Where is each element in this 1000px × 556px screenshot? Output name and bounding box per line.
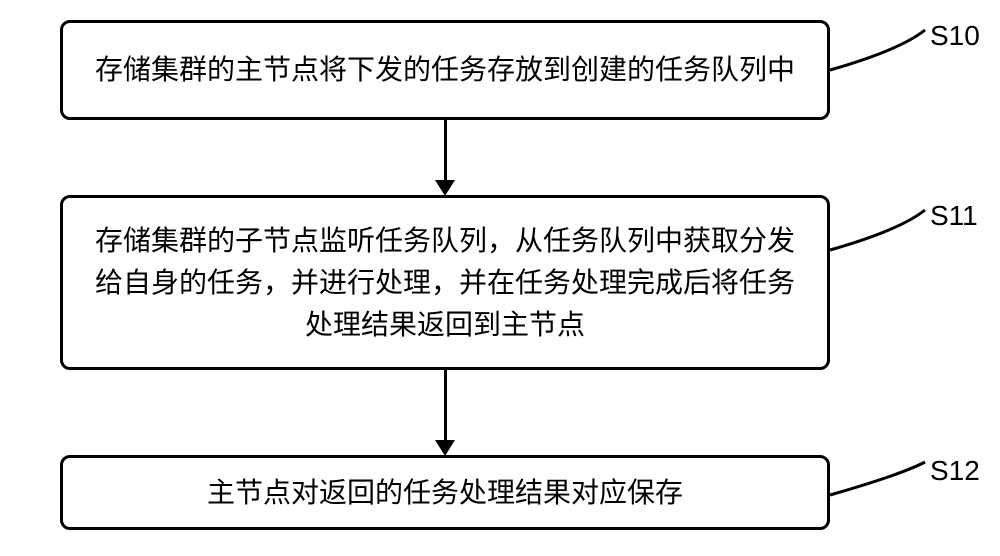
flowchart-container: 存储集群的主节点将下发的任务存放到创建的任务队列中 S10 存储集群的子节点监听… [0,0,1000,556]
step-text-s10: 存储集群的主节点将下发的任务存放到创建的任务队列中 [95,49,795,91]
step-box-s10: 存储集群的主节点将下发的任务存放到创建的任务队列中 [60,20,830,120]
step-label-s11: S11 [930,200,978,232]
step-text-s11: 存储集群的子节点监听任务队列，从任务队列中获取分发给自身的任务，并进行处理，并在… [83,220,807,346]
arrow-head-2 [435,440,455,456]
arrow-head-1 [435,180,455,196]
step-label-s10: S10 [930,20,980,52]
arrow-line-2 [444,370,447,440]
step-label-s12: S12 [930,455,980,487]
step-box-s12: 主节点对返回的任务处理结果对应保存 [60,455,830,530]
step-box-s11: 存储集群的子节点监听任务队列，从任务队列中获取分发给自身的任务，并进行处理，并在… [60,195,830,370]
step-text-s12: 主节点对返回的任务处理结果对应保存 [207,472,683,514]
arrow-line-1 [444,120,447,180]
